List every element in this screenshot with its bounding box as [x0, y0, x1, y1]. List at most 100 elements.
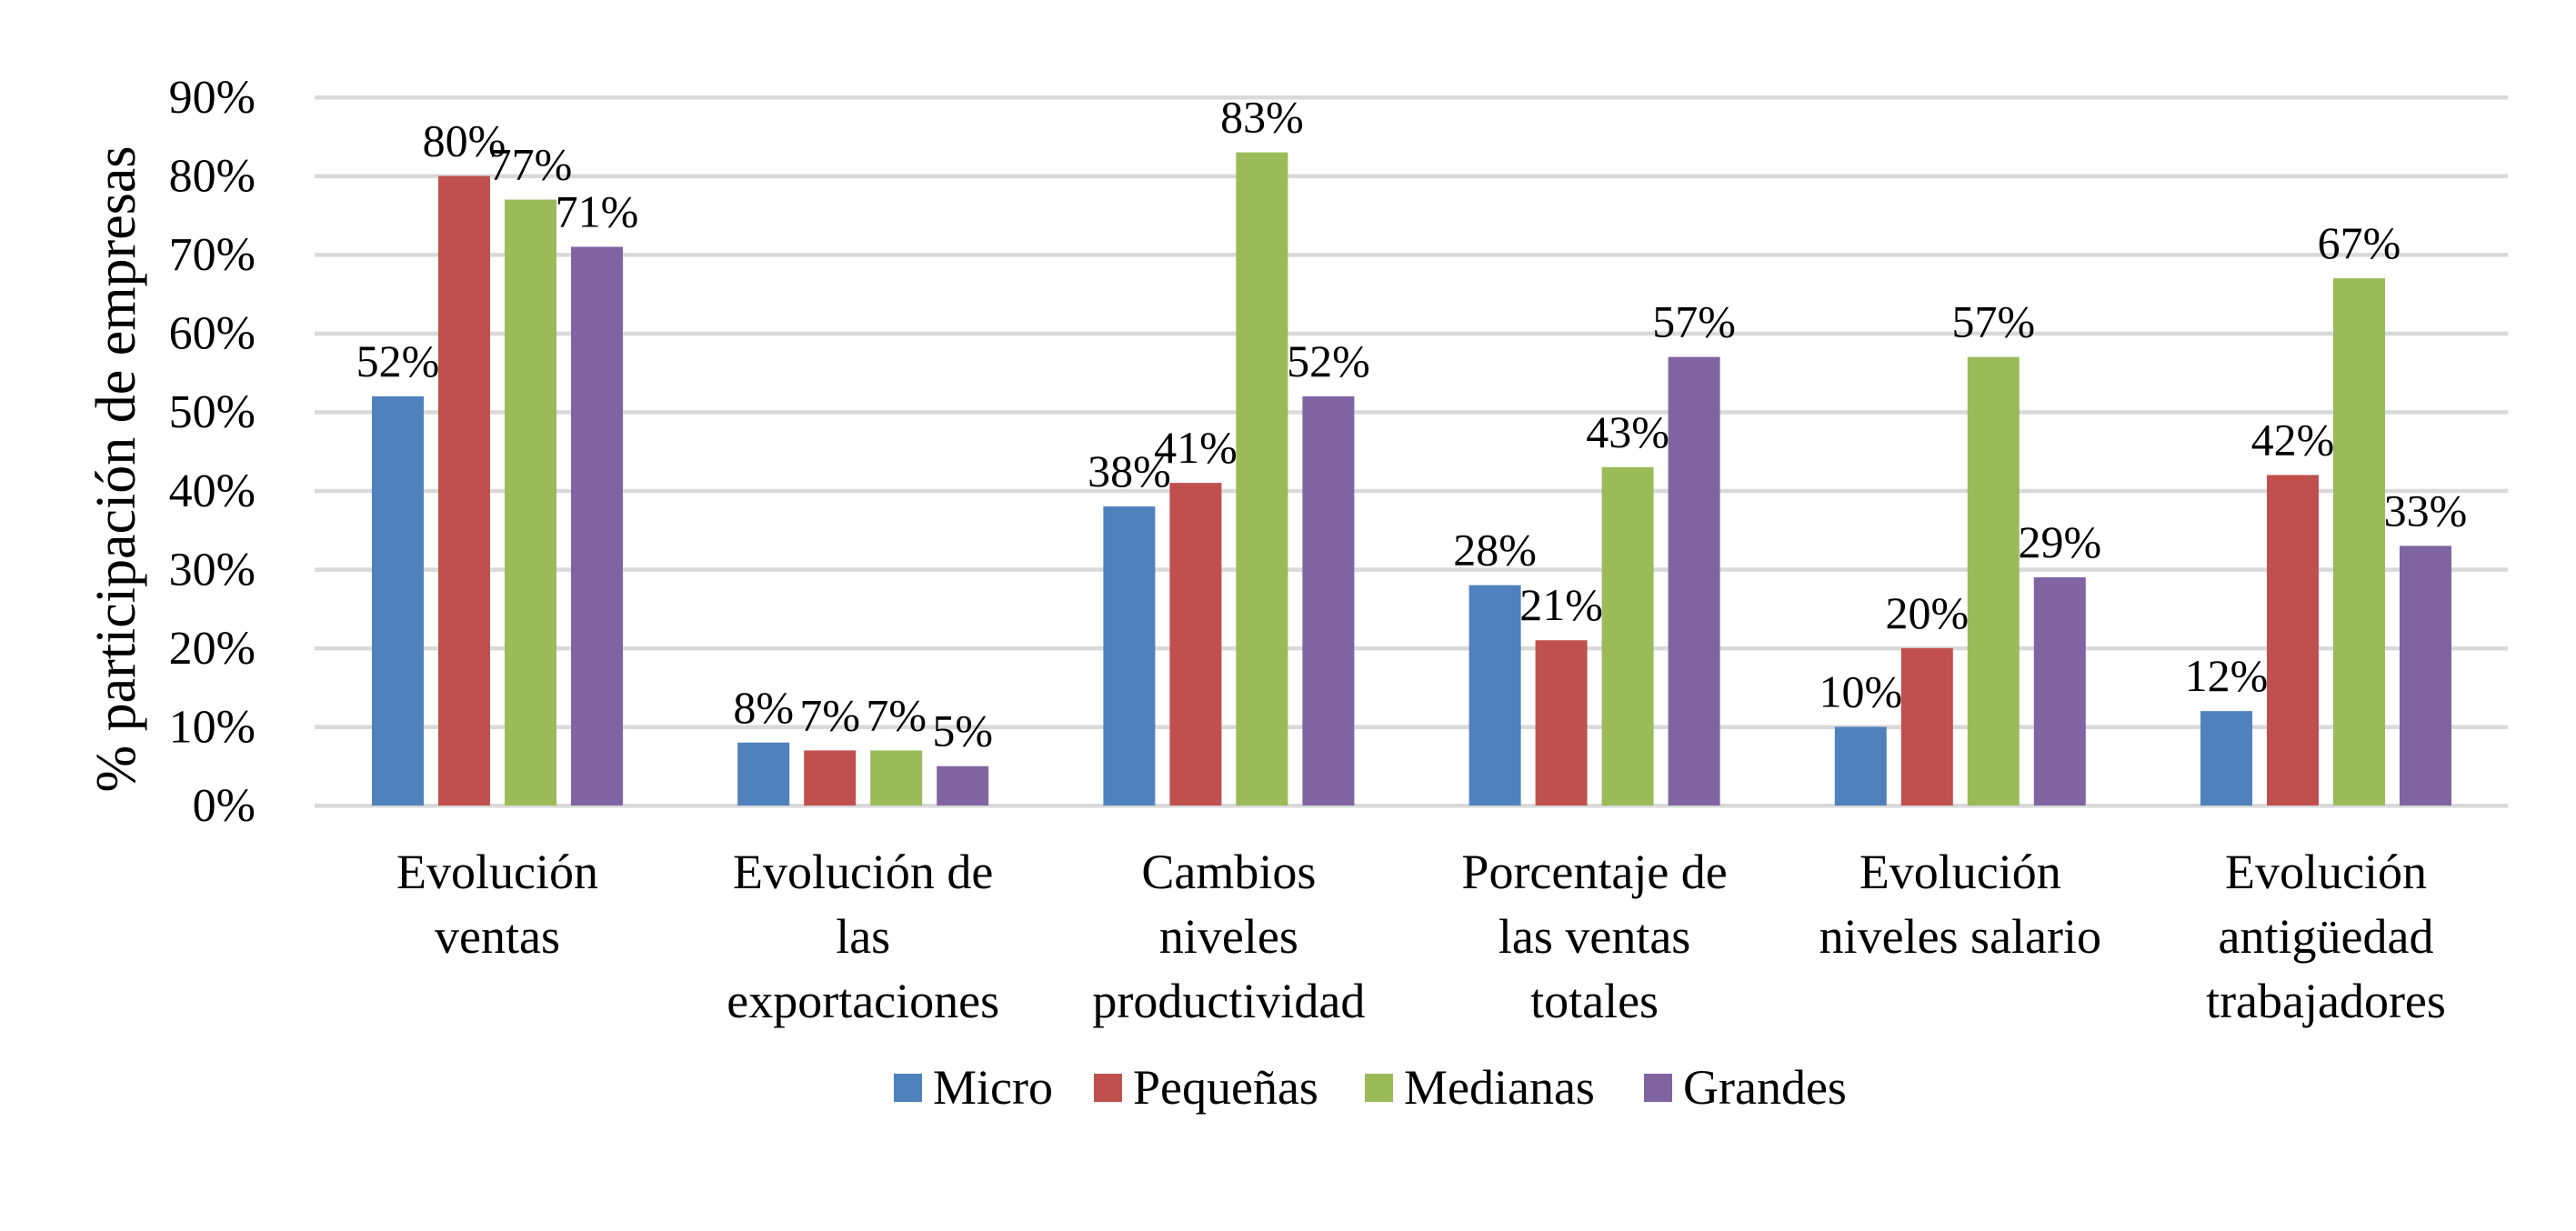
bar-micro-2: [1103, 506, 1156, 806]
data-label: 52%: [356, 335, 440, 386]
category-label-line: Porcentaje de: [1461, 845, 1727, 899]
bars: [372, 152, 2451, 806]
y-tick-label: 20%: [169, 623, 256, 675]
data-label: 80%: [423, 115, 506, 166]
legend-item-pequeñas: Pequeñas: [1094, 1060, 1318, 1115]
gridline: [315, 174, 2508, 179]
data-label: 42%: [2251, 414, 2335, 465]
y-tick-label: 90%: [169, 72, 256, 124]
legend-item-grandes: Grandes: [1644, 1060, 1847, 1115]
gridline: [315, 488, 2508, 494]
legend: Micro Pequeñas Medianas Grandes: [894, 1060, 1847, 1115]
category-label-line: ventas: [435, 909, 560, 964]
bar-medianas-3: [1601, 466, 1654, 806]
bar-micro-3: [1468, 585, 1521, 806]
y-axis-ticks: 0% 10% 20% 30% 40% 50% 60% 70% 80% 90%: [169, 72, 256, 832]
category-label: Evolución de las exportaciones: [727, 845, 999, 1028]
data-label: 12%: [2185, 650, 2269, 701]
legend-swatch: [1094, 1074, 1122, 1102]
legend-label: Medianas: [1404, 1060, 1595, 1115]
category-labels: Evolución ventas Evolución de las exportacio…: [396, 845, 2446, 1028]
data-label: 57%: [1652, 296, 1736, 347]
data-label: 8%: [733, 682, 794, 733]
category-label-line: las ventas: [1498, 909, 1690, 964]
bar-grandes-1: [937, 766, 989, 806]
category-label-line: niveles salario: [1819, 909, 2101, 964]
category-label-line: las: [836, 909, 890, 964]
bar-medianas-5: [2333, 278, 2385, 806]
category-label: Porcentaje de las ventas totales: [1461, 845, 1727, 1028]
data-label: 5%: [932, 706, 993, 756]
gridline: [315, 331, 2508, 336]
legend-swatch: [1644, 1074, 1672, 1102]
bar-micro-1: [737, 742, 790, 806]
bar-grandes-4: [2033, 576, 2086, 806]
gridline: [315, 646, 2508, 651]
data-label: 21%: [1519, 579, 1603, 630]
gridline: [315, 410, 2508, 415]
bar-medianas-0: [505, 199, 556, 806]
data-label: 67%: [2318, 217, 2401, 268]
data-label: 38%: [1088, 445, 1171, 496]
y-tick-label: 60%: [169, 308, 256, 360]
bar-pequeñas-0: [438, 175, 490, 806]
category-label-line: Evolución: [396, 845, 598, 899]
category-label-line: Evolución: [2225, 845, 2427, 899]
bar-pequeñas-4: [1900, 647, 1953, 806]
category-label-line: Cambios: [1141, 845, 1316, 899]
y-tick-label: 40%: [169, 465, 256, 517]
category-label-line: exportaciones: [727, 974, 999, 1028]
gridline: [315, 804, 2508, 808]
gridlines: [315, 95, 2508, 808]
y-tick-label: 0%: [193, 780, 256, 832]
data-label: 29%: [2018, 516, 2101, 567]
bar-pequeñas-5: [2267, 475, 2319, 806]
bar-grandes-0: [571, 246, 623, 806]
data-labels: 52% 8% 38% 28% 10% 12% 80% 7% 41% 21% 20% 42% 77% 7% 8…: [356, 92, 2468, 756]
bar-micro-4: [1834, 726, 1887, 806]
category-label-line: totales: [1530, 974, 1659, 1028]
data-label: 7%: [866, 689, 927, 740]
data-label: 52%: [1287, 335, 1370, 386]
bar-grandes-2: [1302, 395, 1355, 806]
bar-pequeñas-2: [1169, 483, 1222, 806]
bar-medianas-1: [870, 750, 923, 806]
category-label-line: niveles: [1159, 909, 1298, 964]
bar-grandes-3: [1668, 356, 1720, 806]
gridline: [315, 567, 2508, 572]
category-label-line: Evolución de: [733, 845, 993, 899]
category-label: Evolución niveles salario: [1819, 845, 2101, 964]
data-label: 77%: [489, 139, 573, 190]
legend-item-micro: Micro: [894, 1060, 1053, 1115]
data-label: 71%: [556, 185, 639, 236]
bar-pequeñas-1: [804, 750, 857, 806]
legend-swatch: [1365, 1074, 1393, 1102]
y-tick-label: 80%: [169, 151, 256, 203]
data-label: 83%: [1220, 92, 1304, 143]
category-label: Evolución ventas: [396, 845, 598, 964]
data-label: 41%: [1154, 422, 1238, 473]
y-axis-title: % participación de empresas: [85, 146, 147, 793]
legend-swatch: [894, 1074, 922, 1102]
y-tick-label: 10%: [169, 701, 256, 753]
legend-item-medianas: Medianas: [1365, 1060, 1595, 1115]
gridline: [315, 725, 2508, 729]
bar-medianas-4: [1967, 356, 2020, 806]
category-label: Evolución antigüedad trabajadores: [2206, 845, 2446, 1028]
legend-label: Grandes: [1683, 1060, 1847, 1115]
data-label: 33%: [2384, 485, 2468, 535]
category-label-line: Evolución: [1859, 845, 2061, 899]
category-label-line: antigüedad: [2219, 909, 2434, 964]
y-tick-label: 70%: [169, 229, 256, 281]
legend-label: Micro: [933, 1060, 1053, 1115]
category-label: Cambios niveles productividad: [1092, 845, 1365, 1028]
data-label: 57%: [1951, 296, 2035, 347]
data-label: 43%: [1586, 406, 1669, 457]
bar-medianas-2: [1236, 152, 1288, 806]
bar-grandes-5: [2400, 545, 2451, 806]
data-label: 28%: [1453, 525, 1537, 575]
data-label: 7%: [799, 689, 860, 740]
data-label: 10%: [1819, 666, 1902, 716]
bar-pequeñas-3: [1535, 640, 1588, 806]
